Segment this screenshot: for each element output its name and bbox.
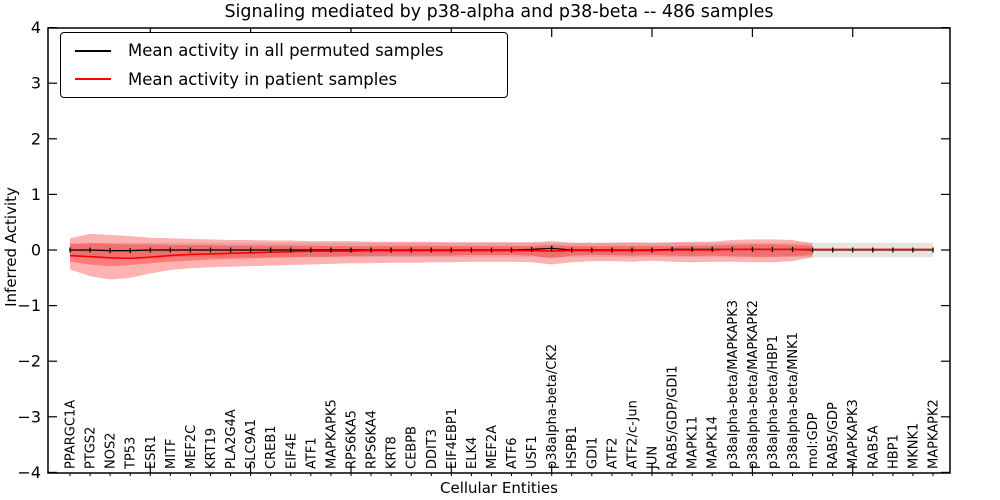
x-tick-label: ATF1: [304, 437, 319, 469]
legend-entry-patient: Mean activity in patient samples: [61, 65, 507, 93]
patient-mean-line: [69, 248, 933, 260]
x-tick-label: GDI1: [585, 437, 600, 469]
x-tick-label: MAPK11: [686, 416, 701, 469]
x-tick-label: mol:GDP: [806, 412, 821, 469]
x-tick-label: SLC9A1: [244, 419, 259, 469]
y-tick-label: 1: [31, 185, 41, 204]
x-axis-label: Cellular Entities: [440, 479, 558, 497]
x-tick-label: RPS6KA5: [345, 410, 360, 469]
x-tick-label: JUN: [646, 446, 661, 470]
x-tick-label: ESR1: [144, 435, 159, 469]
x-tick-label: p38alpha-beta/CK2: [545, 344, 560, 469]
y-tick-label: −3: [17, 407, 41, 426]
x-tick-label: MAPK14: [706, 416, 721, 469]
x-tick-label: RAB5A: [866, 425, 881, 469]
legend-label-patient: Mean activity in patient samples: [128, 69, 398, 89]
legend: Mean activity in all permuted samples Me…: [60, 32, 508, 98]
y-tick-label: 4: [31, 18, 41, 37]
y-tick-label: 0: [31, 241, 41, 260]
x-tick-label: MAPKAPK3: [846, 399, 861, 469]
x-tick-label: EIF4EBP1: [445, 408, 460, 469]
x-tick-label: RAB5/GDP/GDI1: [666, 366, 681, 469]
x-tick-label: MITF: [164, 439, 179, 469]
y-tick-label: −2: [17, 352, 41, 371]
y-tick-label: −4: [17, 463, 41, 482]
chart-title: Signaling mediated by p38-alpha and p38-…: [224, 2, 774, 22]
x-tick-label: CEBPB: [405, 426, 420, 469]
x-tick-label: MAPKAPK5: [324, 399, 339, 469]
legend-line-permuted-swatch: [75, 49, 111, 52]
x-tick-label: CREB1: [264, 425, 279, 469]
x-tick-label: p38alpha-beta/MAPKAPK3: [726, 300, 741, 469]
patient-activity-outer-band: [70, 233, 813, 280]
x-tick-label: HSPB1: [565, 426, 580, 469]
x-tick-label: RPS6KA4: [365, 410, 380, 469]
y-tick-label: 3: [31, 74, 41, 93]
x-tick-label: p38alpha-beta/MAPKAPK2: [746, 300, 761, 469]
x-tick-label: PTGS2: [84, 427, 99, 469]
x-tick-label: KRT19: [204, 428, 219, 469]
y-tick-label: −1: [17, 296, 41, 315]
x-tick-label: ATF2/c-Jun: [626, 400, 641, 469]
x-tick-label: DDIT3: [425, 429, 440, 469]
x-tick-label: MEF2A: [485, 425, 500, 469]
x-tick-label: MEF2C: [184, 425, 199, 469]
y-tick-label: 2: [31, 129, 41, 148]
x-tick-label: ATF2: [605, 437, 620, 469]
x-tick-label: PPARGC1A: [64, 400, 79, 469]
x-tick-label: PLA2G4A: [224, 409, 239, 469]
legend-line-patient-swatch: [75, 78, 111, 81]
y-axis-label: Inferred Activity: [2, 187, 20, 307]
patient-activity-inner-band: [70, 243, 813, 267]
x-tick-label: MKNK1: [906, 423, 921, 469]
x-tick-label: EIF4E: [284, 433, 299, 469]
legend-entry-permuted: Mean activity in all permuted samples: [61, 37, 507, 65]
x-tick-label: ATF6: [505, 437, 520, 469]
x-tick-label: TP53: [124, 437, 139, 470]
x-tick-label: ELK4: [465, 437, 480, 469]
x-tick-label: KRT8: [385, 436, 400, 469]
legend-label-permuted: Mean activity in all permuted samples: [128, 41, 444, 61]
x-tick-label: p38alpha-beta/MNK1: [786, 332, 801, 469]
x-tick-label: NOS2: [104, 433, 119, 469]
x-tick-label: MAPKAPK2: [927, 399, 942, 469]
x-tick-label: USF1: [525, 435, 540, 469]
x-tick-label: HBP1: [886, 434, 901, 469]
x-tick-label: p38alpha-beta/HBP1: [766, 335, 781, 469]
x-tick-label: RAB5/GDP: [826, 402, 841, 469]
